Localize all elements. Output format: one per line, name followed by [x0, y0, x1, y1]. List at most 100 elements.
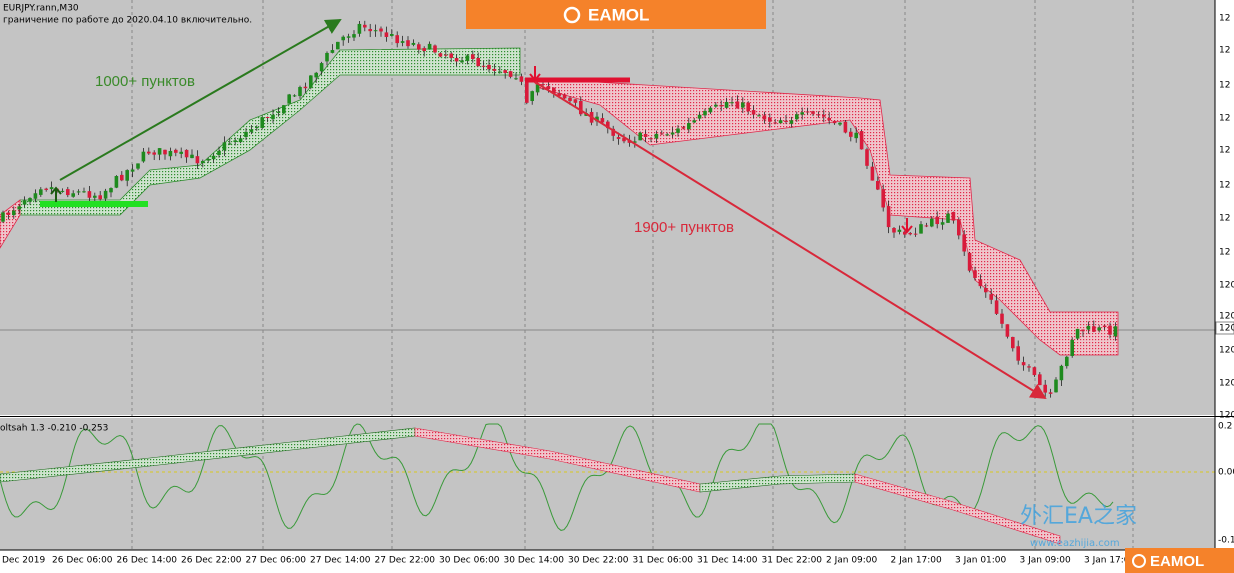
candle-body — [552, 87, 556, 94]
signal-band — [854, 473, 1061, 545]
price-scale-label: 12 — [1219, 181, 1230, 191]
candle-body — [643, 133, 648, 138]
time-label: 31 Dec 22:00 — [762, 556, 823, 566]
candle-body — [39, 189, 43, 195]
candle-body — [568, 97, 572, 102]
candle-body — [309, 75, 313, 88]
candle-body — [184, 149, 189, 158]
candle-body — [562, 94, 567, 99]
logo-text: EAMOL — [588, 5, 649, 24]
candle-body — [687, 123, 691, 130]
indicator-scale-label: -0.1 — [1218, 536, 1234, 546]
candle-body — [649, 138, 653, 140]
candle-body — [228, 143, 232, 145]
time-label: 3 Jan 01:00 — [955, 556, 1007, 566]
candle-body — [49, 187, 54, 190]
candle-body — [638, 132, 642, 141]
candle-body — [217, 150, 221, 156]
candle-body — [503, 70, 507, 73]
symbol-label: EURJPY.rann,M30 — [3, 4, 79, 14]
candle-body — [406, 40, 410, 47]
candle-body — [190, 154, 194, 159]
candle-body — [363, 24, 367, 28]
price-scale-label: 120 — [1219, 281, 1234, 291]
candle-body — [600, 118, 605, 123]
candle-body — [298, 87, 302, 97]
candle-body — [395, 35, 399, 44]
candle-body — [125, 170, 129, 181]
candle-body — [881, 189, 885, 208]
candle-body — [903, 231, 907, 235]
candle-body — [28, 197, 32, 202]
logo-banner — [466, 0, 766, 29]
price-scale-label: 12 — [1219, 46, 1230, 56]
candle-body — [1059, 365, 1064, 381]
candle-body — [444, 54, 448, 56]
candle-body — [201, 160, 205, 163]
time-label: 3 Jan 17:00 — [1084, 556, 1136, 566]
candle-body — [935, 216, 939, 225]
candle-body — [870, 166, 875, 181]
candle-body — [1086, 325, 1091, 330]
candle-body — [244, 131, 248, 138]
candle-body — [622, 138, 626, 142]
candle-body — [541, 84, 545, 86]
candle-body — [730, 102, 734, 104]
candle-body — [411, 42, 416, 45]
candle-body — [579, 100, 583, 115]
candle-body — [849, 131, 853, 137]
candle-body — [152, 152, 156, 155]
candle-body — [876, 181, 880, 190]
candle-body — [82, 191, 86, 193]
time-label: 31 Dec 06:00 — [633, 556, 694, 566]
candle-body — [120, 174, 124, 181]
candle-body — [93, 195, 97, 198]
candle-body — [762, 115, 767, 120]
candle-body — [71, 193, 75, 197]
candle-body — [390, 33, 394, 36]
candle-body — [535, 84, 540, 93]
candle-body — [265, 116, 270, 118]
green-cloud — [19, 47, 521, 216]
candle-body — [130, 169, 135, 172]
candle-body — [859, 131, 864, 150]
time-label: 30 Dec 06:00 — [439, 556, 500, 566]
candle-body — [255, 127, 259, 129]
candle-body — [341, 36, 345, 41]
watermark-title: 外汇EA之家 — [1020, 504, 1137, 529]
candle-body — [103, 190, 108, 199]
candle-body — [611, 128, 615, 136]
candle-body — [66, 189, 70, 196]
sell-arrow — [901, 218, 913, 234]
time-label: 31 Dec 14:00 — [697, 556, 758, 566]
candle-body — [654, 133, 659, 139]
candle-body — [908, 232, 912, 235]
candle-body — [438, 53, 443, 57]
price-pane — [0, 0, 1215, 415]
price-scale-label: 120 — [1219, 324, 1234, 334]
annotation: 1900+ пунктов — [634, 219, 734, 236]
candle-body — [325, 52, 329, 62]
candle-body — [633, 141, 637, 143]
candle-body — [373, 30, 378, 32]
candle-body — [1092, 326, 1096, 332]
candle-body — [692, 120, 696, 123]
candle-body — [660, 133, 664, 135]
candle-body — [157, 148, 162, 155]
candle-body — [573, 99, 578, 103]
candle-body — [735, 101, 740, 109]
candle-body — [352, 34, 356, 38]
candle-body — [724, 101, 729, 108]
time-label: 30 Dec 22:00 — [568, 556, 629, 566]
indicator-scale-label: 0.2 — [1218, 422, 1232, 432]
candle-body — [546, 86, 551, 90]
candle-body — [930, 218, 934, 227]
candle-body — [44, 188, 48, 190]
time-label: 2 Jan 09:00 — [826, 556, 878, 566]
candle-body — [179, 151, 183, 154]
price-scale-label: 120 — [1219, 411, 1234, 421]
candle-body — [741, 102, 745, 108]
candle-body — [303, 86, 308, 89]
candle-body — [757, 115, 761, 117]
